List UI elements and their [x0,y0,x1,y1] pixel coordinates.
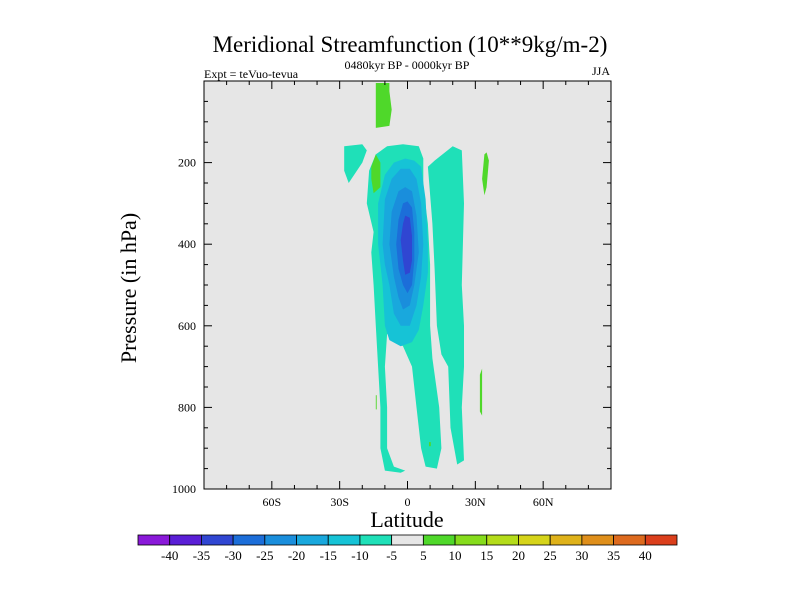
colorbar-box-16 [644,534,678,546]
colorbar-box-11 [486,534,519,546]
chart-title: Meridional Streamfunction (10**9kg/m-2) [213,32,608,57]
contour-region-13 [429,442,431,447]
colorbar: -40 -35 -30 -25 -20 -15 -10 -5 5 10 15 20 25 30 35 40 [137,534,678,563]
x-tick-label: 30S [330,495,349,509]
colorbar-box-2 [201,534,234,546]
x-tick-label: 60S [262,495,281,509]
x-tick-label: 30N [465,495,486,509]
colorbar-box-5 [296,534,329,546]
colorbar-label: 35 [607,548,620,563]
chart-subtitle-right: JJA [592,64,610,78]
colorbar-label: -40 [161,548,178,563]
y-axis-label: Pressure (in hPa) [116,213,141,363]
y-tick-label: 600 [178,319,196,333]
colorbar-box-13 [549,534,583,546]
colorbar-box-14 [581,534,614,546]
contour-region-2 [427,146,464,465]
colorbar-box-0 [137,534,171,546]
colorbar-label: 25 [544,548,557,563]
colorbar-label: 15 [480,548,493,563]
colorbar-label: -10 [351,548,368,563]
colorbar-label: 5 [420,548,427,563]
colorbar-box-12 [518,534,551,546]
colorbar-label: -20 [288,548,305,563]
colorbar-label: -30 [224,548,241,563]
contour-region-12 [375,395,377,410]
contour-region-7 [400,215,412,275]
axis-ticks: 60S 30S 0 30N 60N 200 400 600 800 1000 [172,80,612,509]
chart-subtitle-left: Expt = teVuo-tevua [204,67,299,81]
colorbar-label: 10 [449,548,462,563]
colorbar-label: 40 [639,548,652,563]
colorbar-label: -25 [256,548,273,563]
colorbar-box-15 [613,534,646,546]
contour-region-11 [479,368,483,416]
y-tick-label: 200 [178,156,196,170]
contour-region-10 [482,152,489,196]
contour-fills [344,83,489,473]
y-tick-label: 400 [178,237,196,251]
colorbar-label: -5 [386,548,397,563]
colorbar-box-3 [232,534,266,546]
contour-region-8 [375,83,392,128]
colorbar-box-10 [454,534,488,546]
x-tick-label: 60N [533,495,554,509]
x-tick-label: 0 [405,495,411,509]
colorbar-box-7 [359,534,393,546]
colorbar-label: 20 [512,548,525,563]
colorbar-box-1 [169,534,202,546]
colorbar-box-8 [391,534,424,546]
colorbar-label: 30 [575,548,588,563]
colorbar-box-9 [422,534,456,546]
colorbar-label: -15 [320,548,337,563]
x-axis-label: Latitude [370,507,443,532]
colorbar-label: -35 [193,548,210,563]
contour-region-1 [344,144,367,183]
y-tick-label: 1000 [172,482,196,496]
y-tick-label: 800 [178,400,196,414]
colorbar-box-6 [327,534,361,546]
chart-subtitle-center: 0480kyr BP - 0000kyr BP [345,58,470,72]
colorbar-box-4 [264,534,297,546]
contour-region-9 [371,154,381,194]
